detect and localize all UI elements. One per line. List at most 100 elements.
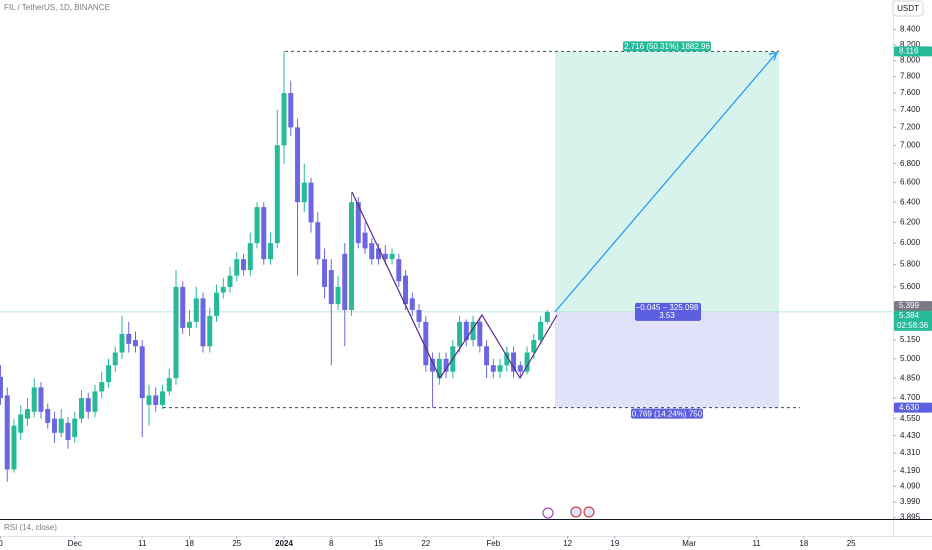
stop-label: 0.769 (14.24%) 750 (632, 409, 703, 418)
y-tick-label: 4.700 (900, 393, 921, 402)
candle-body (220, 286, 226, 293)
target-label: 2.716 (50.31%) 1882.96 (624, 42, 710, 51)
price-label: 4.630 (899, 403, 920, 412)
y-tick-label: 7.800 (900, 72, 921, 81)
arrow-head (768, 51, 778, 61)
candle-body (443, 358, 449, 372)
candle-body (153, 395, 159, 405)
candle-body (436, 358, 442, 379)
candle-body (517, 365, 523, 372)
candle-body (315, 222, 321, 260)
candle-body (389, 253, 395, 260)
y-tick-label: 4.310 (900, 448, 921, 457)
candle-body (227, 275, 233, 287)
candle-body (51, 418, 57, 433)
candle-body (126, 333, 132, 344)
y-tick-label: 4.550 (900, 414, 921, 423)
zigzag-drawing (351, 191, 558, 380)
y-tick-label: 5.800 (900, 260, 921, 269)
target-label-box (623, 41, 711, 52)
center-label-box (635, 302, 701, 321)
candle-body (180, 286, 186, 328)
candle-body (11, 425, 17, 470)
candle-body (457, 321, 463, 347)
candle-body (187, 321, 193, 328)
candle-body (214, 292, 220, 316)
price-label-box (894, 46, 932, 57)
candle-body (261, 207, 267, 260)
x-tick-label: 18 (185, 539, 194, 548)
price-label-box (894, 310, 932, 331)
candle-body (524, 352, 530, 372)
y-tick-label: 4.850 (900, 373, 921, 382)
candle-body (85, 398, 91, 412)
candle-body (288, 93, 294, 128)
candle-body (477, 321, 483, 347)
center-label: −0.045 − 325.098 (636, 303, 699, 312)
candle-body (281, 93, 287, 146)
candle-body (72, 418, 78, 438)
candle-body (254, 207, 260, 244)
y-tick-label: 4.090 (900, 481, 921, 490)
candle-body (45, 409, 51, 423)
x-tick-label: Mar (682, 539, 696, 548)
y-tick-label: 7.200 (900, 122, 921, 131)
x-tick-label: 15 (374, 539, 383, 548)
center-sublabel: 3.53 (659, 311, 675, 320)
candle-body (335, 286, 341, 305)
candle-body (207, 315, 213, 347)
candle-body (301, 182, 307, 203)
event-icon[interactable] (542, 507, 554, 519)
candle-body (470, 321, 476, 341)
candle-body (274, 145, 280, 244)
candle-body (160, 391, 166, 405)
candle-body (403, 275, 409, 305)
candle-body (463, 321, 469, 341)
candle-body (409, 298, 415, 310)
x-tick-label: 22 (421, 539, 430, 548)
candle-body (430, 358, 436, 372)
x-tick-label: 11 (752, 539, 761, 548)
candle-body (308, 182, 314, 223)
candle-body (362, 232, 368, 249)
y-tick-label: 4.190 (900, 466, 921, 475)
candle-body (4, 395, 10, 470)
chart-title: FIL / TetherUS, 1D, BINANCE (4, 3, 110, 12)
flag-icon[interactable] (583, 506, 595, 518)
y-tick-label: 6.000 (900, 238, 921, 247)
x-tick-label: 19 (610, 539, 619, 548)
candle-body (268, 243, 274, 260)
currency-button-label[interactable]: USDT (897, 4, 919, 13)
candle-body (92, 391, 98, 412)
currency-button[interactable] (892, 0, 924, 17)
price-label: 8.116 (899, 46, 919, 55)
candle-body (139, 346, 145, 399)
x-tick-label: 25 (232, 539, 241, 548)
candle-body (490, 365, 496, 372)
candle-body (382, 253, 388, 260)
candle-body (105, 365, 111, 383)
candle-body (200, 298, 206, 347)
y-tick-label: 5.150 (900, 335, 921, 344)
flag-icon[interactable] (570, 506, 582, 518)
y-tick-label: 7.400 (900, 105, 921, 114)
price-label-box (894, 402, 932, 413)
x-tick-label: 2024 (275, 539, 293, 548)
price-countdown: 02:58:36 (897, 321, 929, 330)
y-tick-label: 7.600 (900, 88, 921, 97)
y-tick-label: 6.800 (900, 159, 921, 168)
candle-body (31, 387, 37, 412)
candle-body (112, 352, 118, 366)
candle-body (295, 127, 301, 203)
y-tick-label: 7.000 (900, 140, 921, 149)
candle-body (416, 309, 422, 322)
price-label-box (894, 301, 932, 312)
price-label: 5.399 (899, 301, 920, 310)
candle-body (349, 202, 355, 310)
candle-body (504, 352, 510, 366)
candle-body (497, 365, 503, 372)
candle-body (322, 259, 328, 287)
candle-body (544, 311, 550, 322)
indicator-label: RSI (14, close) (4, 523, 57, 532)
